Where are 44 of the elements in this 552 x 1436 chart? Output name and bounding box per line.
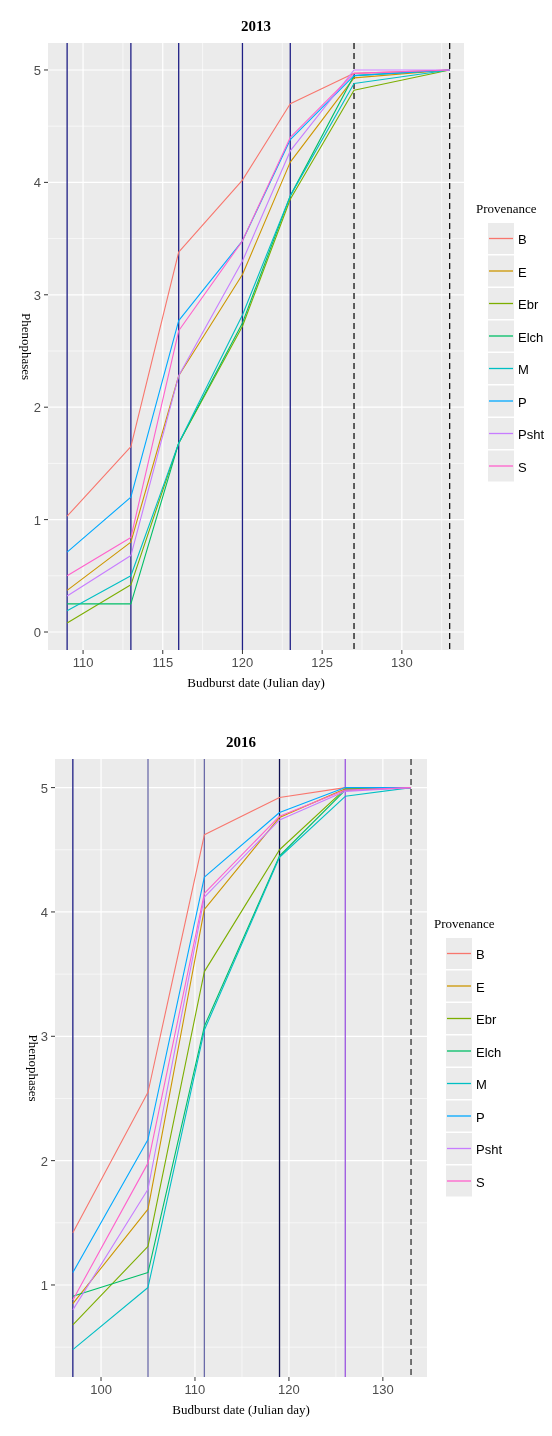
y-tick-label: 5 xyxy=(40,780,48,796)
legend-title: Provenance xyxy=(476,201,537,216)
y-tick-label: 4 xyxy=(33,175,41,191)
chart-title: 2016 xyxy=(226,734,257,750)
y-tick-label: 4 xyxy=(40,904,48,920)
y-tick-label: 1 xyxy=(33,512,41,528)
legend-label: Psht xyxy=(476,1142,503,1157)
legend-label: B xyxy=(476,947,485,962)
x-tick-label: 110 xyxy=(184,1382,206,1397)
y-axis-title: Phenophases xyxy=(19,312,34,381)
legend-label: S xyxy=(476,1174,485,1190)
x-tick-label: 130 xyxy=(372,1382,394,1397)
legend-label: M xyxy=(518,362,529,377)
x-axis-title: Budburst date (Julian day) xyxy=(172,1402,310,1417)
x-tick-label: 115 xyxy=(152,655,174,670)
chart-title: 2013 xyxy=(241,18,271,34)
y-tick-label: 5 xyxy=(33,62,41,78)
legend-label: B xyxy=(518,232,527,247)
legend-label: Ebr xyxy=(476,1012,497,1027)
x-tick-label: 120 xyxy=(231,655,254,670)
x-tick-label: 125 xyxy=(311,655,333,670)
y-tick-label: 2 xyxy=(33,400,41,416)
y-tick-label: 3 xyxy=(40,1029,48,1045)
legend-label: P xyxy=(518,394,527,410)
x-tick-label: 110 xyxy=(72,655,94,670)
x-tick-label: 130 xyxy=(390,655,413,670)
legend-label: Elch xyxy=(518,329,544,345)
y-tick-label: 0 xyxy=(33,625,41,641)
legend-label: M xyxy=(476,1077,487,1092)
x-tick-label: 100 xyxy=(90,1382,112,1397)
legend-title: Provenance xyxy=(434,916,495,931)
legend-label: S xyxy=(518,459,527,475)
x-tick-label: 120 xyxy=(278,1382,300,1397)
legend-label: Ebr xyxy=(518,297,539,312)
legend-label: P xyxy=(476,1109,485,1125)
x-axis-title: Budburst date (Julian day) xyxy=(187,675,325,690)
y-tick-label: 3 xyxy=(33,287,41,303)
y-axis-title: Phenophases xyxy=(26,1034,41,1102)
legend-label: E xyxy=(476,979,485,995)
legend-label: Psht xyxy=(518,427,545,442)
legend-label: E xyxy=(518,264,527,280)
legend-label: Elch xyxy=(476,1044,502,1060)
y-tick-label: 1 xyxy=(40,1277,48,1293)
y-tick-label: 2 xyxy=(40,1153,48,1169)
